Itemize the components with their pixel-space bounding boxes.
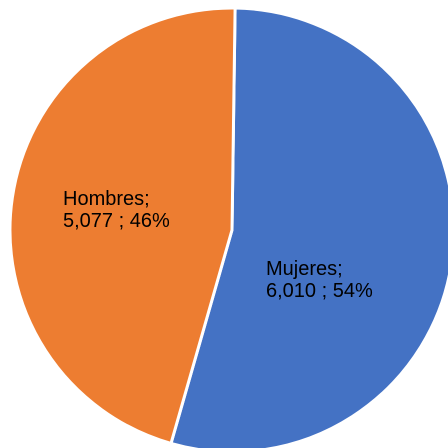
slice-label-hombres: Hombres; 5,077 ; 46% (63, 188, 170, 232)
slice-label-value: 6,010 ; 54% (266, 280, 373, 302)
pie-slice-mujeres (169, 6, 448, 448)
slice-label-category: Hombres; (63, 188, 150, 210)
slice-label-mujeres: Mujeres; 6,010 ; 54% (266, 258, 373, 302)
labels-layer: Mujeres; 6,010 ; 54% Hombres; 5,077 ; 46% (63, 188, 373, 302)
slices-layer (8, 6, 448, 448)
pie-slice-hombres (8, 6, 237, 445)
slice-label-value: 5,077 ; 46% (63, 210, 170, 232)
slice-label-category: Mujeres; (266, 258, 343, 280)
